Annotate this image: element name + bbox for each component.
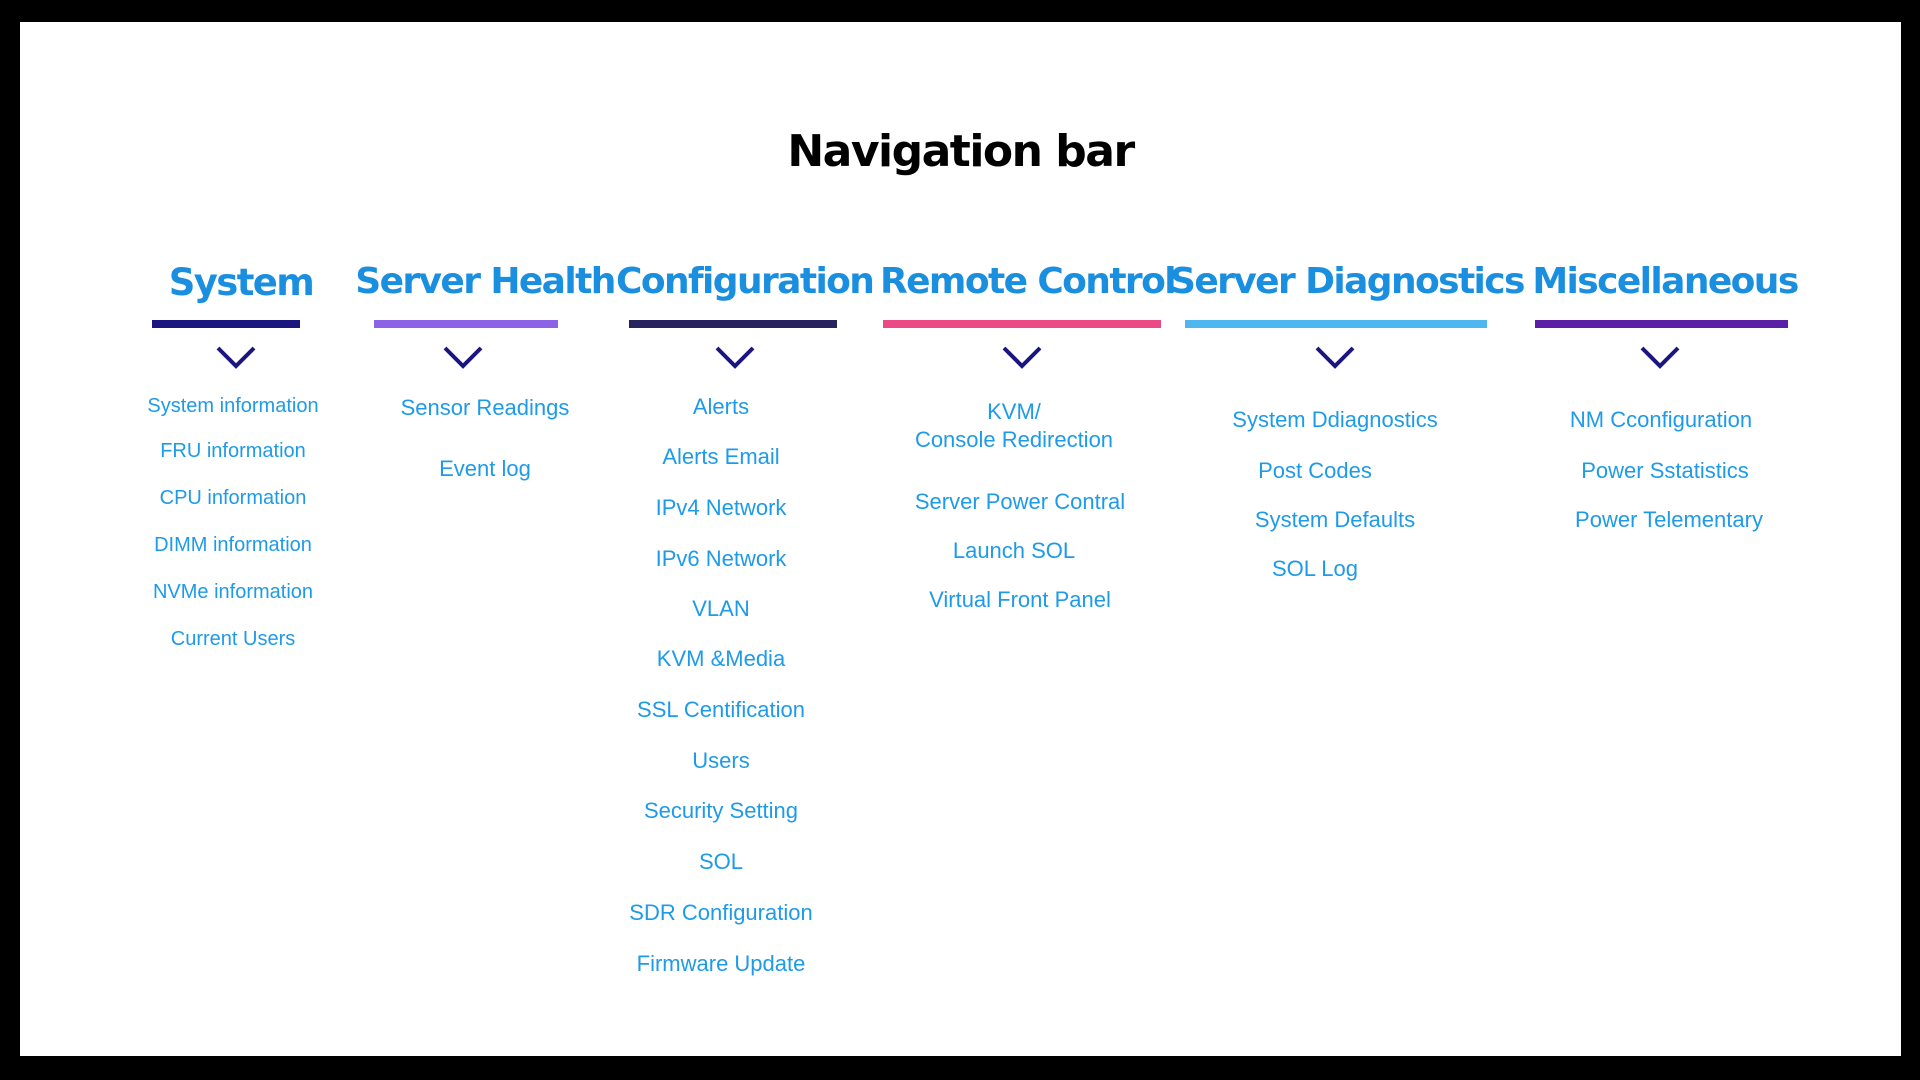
nav-item-current-users[interactable]: Current Users <box>170 628 296 650</box>
nav-item-alerts-email[interactable]: Alerts Email <box>662 444 780 469</box>
nav-item-nvme-information[interactable]: NVMe information <box>152 581 314 603</box>
nav-heading-configuration[interactable]: Configuration <box>616 261 875 302</box>
nav-heading-miscellaneous[interactable]: Miscellaneous <box>1532 261 1799 302</box>
nav-item-power-statistics[interactable]: Power Sstatistics <box>1581 458 1749 483</box>
nav-item-event-log[interactable]: Event log <box>439 456 531 481</box>
nav-heading-system[interactable]: System <box>168 261 315 304</box>
nav-item-sol-log[interactable]: SOL Log <box>1271 556 1359 581</box>
chevron-down-icon <box>1315 346 1355 369</box>
nav-item-kvm-media[interactable]: KVM &Media <box>656 646 786 671</box>
nav-item-system-defaults[interactable]: System Defaults <box>1254 507 1416 532</box>
nav-item-ssl-certification[interactable]: SSL Centification <box>637 697 805 722</box>
chevron-down-icon <box>443 346 483 369</box>
chevron-down-icon <box>1002 346 1042 369</box>
nav-item-ipv6-network[interactable]: IPv6 Network <box>655 546 787 571</box>
nav-item-system-diagnostics[interactable]: System Ddiagnostics <box>1232 407 1438 432</box>
nav-item-sensor-readings[interactable]: Sensor Readings <box>400 395 570 420</box>
nav-heading-server-diagnostics[interactable]: Server Diagnostics <box>1170 261 1525 302</box>
nav-item-kvm[interactable]: KVM/ <box>987 399 1041 424</box>
nav-item-server-power-control[interactable]: Server Power Contral <box>914 489 1126 514</box>
nav-item-users[interactable]: Users <box>692 748 750 773</box>
nav-item-vlan[interactable]: VLAN <box>692 596 750 621</box>
nav-item-security-setting[interactable]: Security Setting <box>643 798 799 823</box>
chevron-down-icon <box>715 346 755 369</box>
nav-item-fru-information[interactable]: FRU information <box>160 440 306 462</box>
nav-item-virtual-front-panel[interactable]: Virtual Front Panel <box>929 587 1111 612</box>
nav-item-firmware-update[interactable]: Firmware Update <box>636 951 806 976</box>
nav-underline-remote-control <box>883 320 1161 328</box>
nav-item-sdr-configuration[interactable]: SDR Configuration <box>629 900 813 925</box>
chevron-down-icon <box>1640 346 1680 369</box>
nav-item-dimm-information[interactable]: DIMM information <box>154 534 312 556</box>
nav-underline-server-diagnostics <box>1185 320 1487 328</box>
nav-underline-server-health <box>374 320 558 328</box>
nav-item-console-redirection[interactable]: Console Redirection <box>914 427 1114 452</box>
nav-item-cpu-information[interactable]: CPU information <box>159 487 307 509</box>
slide-canvas: Navigation bar System System information… <box>20 22 1901 1056</box>
nav-underline-miscellaneous <box>1535 320 1788 328</box>
page-title: Navigation bar <box>787 126 1135 177</box>
nav-item-power-telementary[interactable]: Power Telementary <box>1575 507 1763 532</box>
nav-heading-server-health[interactable]: Server Health <box>355 261 616 302</box>
nav-underline-system <box>152 320 300 328</box>
nav-item-system-information[interactable]: System information <box>147 395 319 417</box>
nav-item-ipv4-network[interactable]: IPv4 Network <box>655 495 787 520</box>
nav-item-launch-sol[interactable]: Launch SOL <box>952 538 1076 563</box>
chevron-down-icon <box>216 346 256 369</box>
nav-underline-configuration <box>629 320 837 328</box>
nav-item-nm-configuration[interactable]: NM Cconfiguration <box>1569 407 1753 432</box>
nav-item-alerts[interactable]: Alerts <box>692 394 750 419</box>
nav-item-post-codes[interactable]: Post Codes <box>1258 458 1372 483</box>
nav-item-sol[interactable]: SOL <box>698 849 744 874</box>
nav-heading-remote-control[interactable]: Remote Control <box>880 261 1177 302</box>
